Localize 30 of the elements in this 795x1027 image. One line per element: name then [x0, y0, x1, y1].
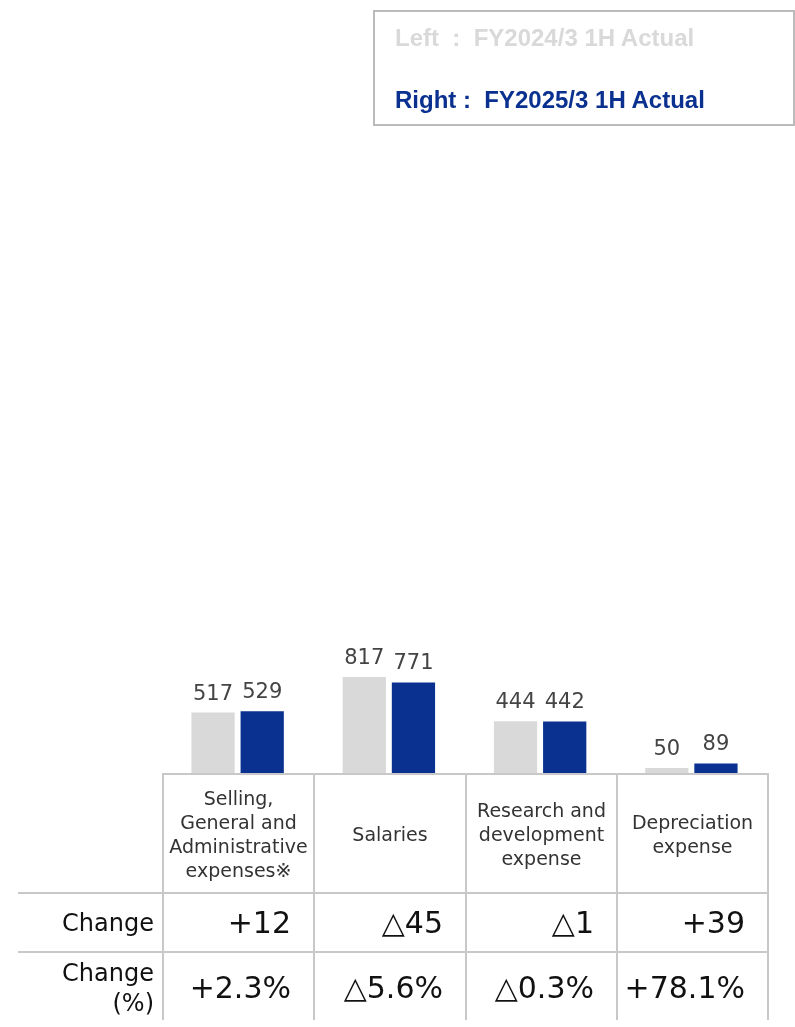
- data-label: 444: [495, 689, 536, 714]
- bar: [694, 763, 738, 774]
- text: Change (%): [61, 958, 155, 1019]
- text: △1: [550, 903, 595, 942]
- x-tick-label: Selling, General and Administrative expenses※: [168, 786, 309, 883]
- text: △5.6%: [342, 969, 444, 1007]
- bar: [391, 682, 436, 774]
- bar: [240, 711, 284, 774]
- data-label: 529: [242, 679, 283, 704]
- text: Change: [61, 907, 155, 939]
- text: Right : FY2025/3 1H Actual: [395, 86, 705, 114]
- bar: [493, 721, 538, 774]
- bar: [191, 712, 235, 774]
- data-label: 442: [544, 689, 585, 714]
- data-label: 89: [702, 731, 730, 756]
- x-tick-label: Depreciation expense: [630, 810, 755, 859]
- bar: [342, 677, 386, 774]
- text: △45: [380, 903, 444, 942]
- data-label: 517: [193, 680, 234, 705]
- text: △0.3%: [493, 969, 595, 1007]
- text: +2.3%: [188, 969, 292, 1007]
- text: +12: [226, 903, 292, 942]
- bar: [543, 721, 587, 774]
- data-label: 771: [393, 650, 434, 675]
- text: +39: [680, 903, 746, 942]
- x-tick-label: Salaries: [351, 822, 429, 847]
- data-label: 817: [344, 644, 385, 669]
- text: +78.1%: [623, 969, 746, 1007]
- data-label: 50: [653, 736, 681, 761]
- x-tick-label: Research and development expense: [476, 798, 607, 871]
